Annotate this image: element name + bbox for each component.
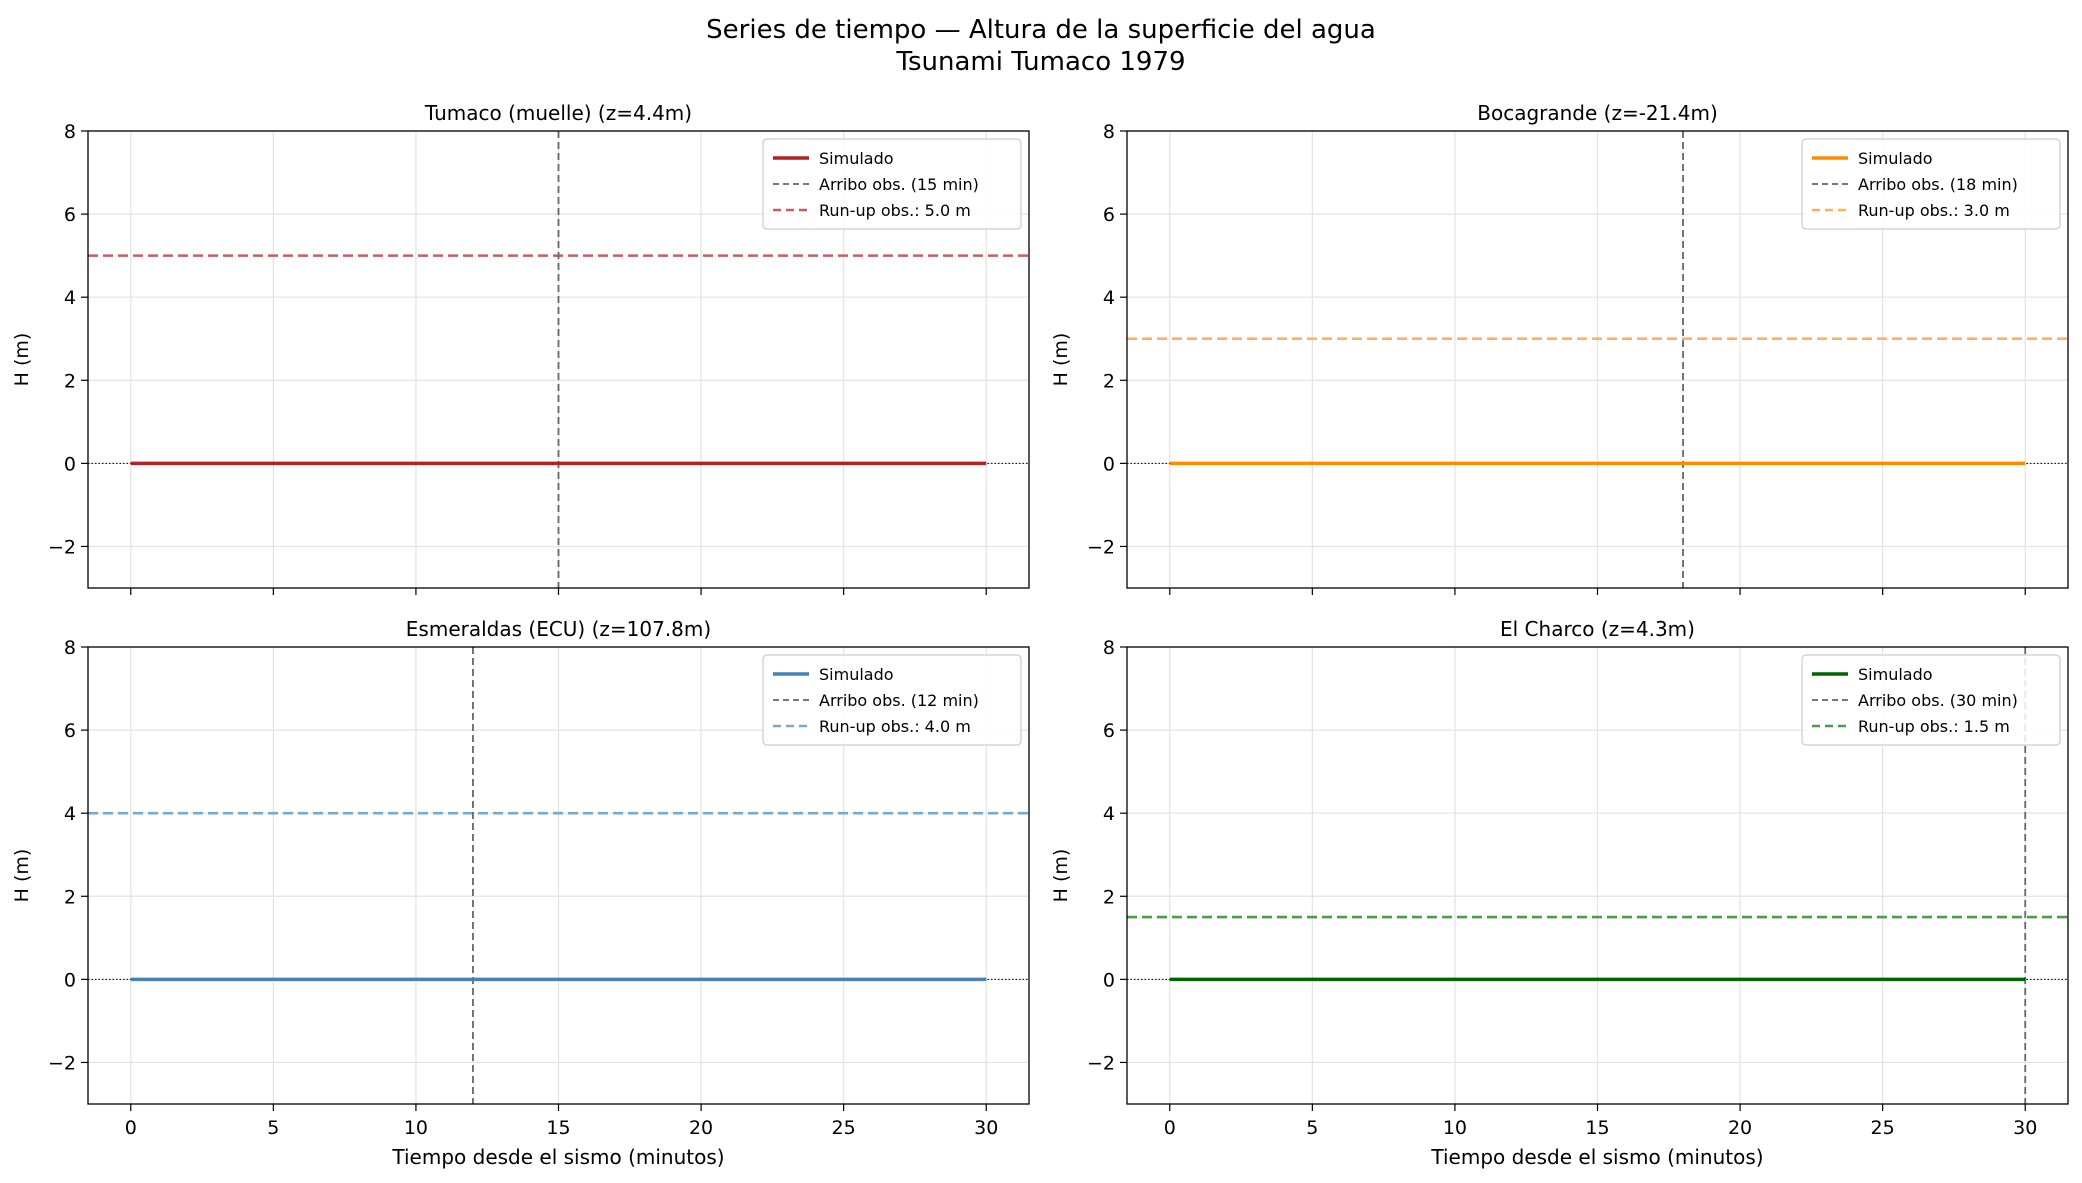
legend-arribo-label: Arribo obs. (18 min) xyxy=(1858,175,2018,194)
y-tick-label: −2 xyxy=(1087,536,1115,558)
legend-arribo-label: Arribo obs. (12 min) xyxy=(819,691,979,710)
y-tick-label: 4 xyxy=(64,287,76,309)
legend: Simulado Arribo obs. (15 min) Run-up obs.:… xyxy=(762,138,1022,230)
subplot-2: −2 0 2 4 6 8 Bocagrande (z=-21.4m) H (m) Simulad… xyxy=(1050,101,2069,595)
y-tick-label: −2 xyxy=(1087,1052,1115,1074)
y-tick-label: 2 xyxy=(1103,370,1115,392)
y-tick-label: 4 xyxy=(1103,803,1115,825)
legend-arribo-label: Arribo obs. (15 min) xyxy=(819,175,979,194)
legend-simulado-label: Simulado xyxy=(819,149,894,168)
legend-box xyxy=(762,654,1022,746)
y-tick-label: −2 xyxy=(48,536,76,558)
y-axis-label: H (m) xyxy=(11,849,33,903)
y-tick-label: 8 xyxy=(1103,121,1115,143)
x-tick-label: 10 xyxy=(404,1117,428,1139)
y-tick-label: 6 xyxy=(64,720,76,742)
legend-runup-label: Run-up obs.: 4.0 m xyxy=(819,717,971,736)
x-tick-label: 25 xyxy=(1871,1117,1895,1139)
subplot-title: Tumaco (muelle) (z=4.4m) xyxy=(424,101,692,125)
subplot-1: −2 0 2 4 6 8 Tumaco (muelle) (z=4.4m) H (m) Simu… xyxy=(11,101,1030,595)
subplot-3: 0 5 10 15 20 25 30 −2 0 2 4 6 8 Esmeraldas (ECU) (z=1… xyxy=(11,617,1030,1169)
legend-runup-label: Run-up obs.: 3.0 m xyxy=(1858,201,2010,220)
y-tick-label: 2 xyxy=(64,370,76,392)
y-axis-label: H (m) xyxy=(1050,333,1072,387)
x-tick-label: 30 xyxy=(974,1117,998,1139)
y-tick-label: 0 xyxy=(64,453,76,475)
figure-title: Series de tiempo — Altura de la superfic… xyxy=(706,15,1376,45)
x-tick-label: 30 xyxy=(2013,1117,2037,1139)
y-tick-label: 6 xyxy=(64,204,76,226)
y-tick-label: 0 xyxy=(64,969,76,991)
y-axis-label: H (m) xyxy=(1050,849,1072,903)
y-tick-label: 2 xyxy=(1103,886,1115,908)
x-axis-label: Tiempo desde el sismo (minutos) xyxy=(1430,1145,1763,1169)
legend-simulado-label: Simulado xyxy=(1858,665,1933,684)
y-tick-label: 8 xyxy=(64,121,76,143)
x-tick-label: 0 xyxy=(125,1117,137,1139)
legend-arribo-label: Arribo obs. (30 min) xyxy=(1858,691,2018,710)
x-tick-label: 20 xyxy=(689,1117,713,1139)
y-tick-label: 4 xyxy=(1103,287,1115,309)
legend-simulado-label: Simulado xyxy=(819,665,894,684)
legend-box xyxy=(762,138,1022,230)
y-tick-label: 0 xyxy=(1103,969,1115,991)
y-tick-label: 0 xyxy=(1103,453,1115,475)
x-tick-label: 5 xyxy=(1306,1117,1318,1139)
x-axis-label: Tiempo desde el sismo (minutos) xyxy=(391,1145,724,1169)
subplot-title: Esmeraldas (ECU) (z=107.8m) xyxy=(406,617,711,641)
x-tick-label: 15 xyxy=(1585,1117,1609,1139)
x-tick-label: 10 xyxy=(1443,1117,1467,1139)
x-tick-label: 0 xyxy=(1164,1117,1176,1139)
x-tick-label: 15 xyxy=(546,1117,570,1139)
subplot-title: Bocagrande (z=-21.4m) xyxy=(1477,101,1718,125)
y-tick-label: −2 xyxy=(48,1052,76,1074)
legend-box xyxy=(1801,654,2061,746)
y-axis-label: H (m) xyxy=(11,333,33,387)
legend-box xyxy=(1801,138,2061,230)
legend-runup-label: Run-up obs.: 5.0 m xyxy=(819,201,971,220)
legend-simulado-label: Simulado xyxy=(1858,149,1933,168)
subplot-4: 0 5 10 15 20 25 30 −2 0 2 4 6 8 El Charco (z=4.3m) H (… xyxy=(1050,617,2069,1169)
legend-runup-label: Run-up obs.: 1.5 m xyxy=(1858,717,2010,736)
y-tick-label: 6 xyxy=(1103,204,1115,226)
y-tick-label: 6 xyxy=(1103,720,1115,742)
y-tick-label: 4 xyxy=(64,803,76,825)
x-tick-label: 20 xyxy=(1728,1117,1752,1139)
x-tick-label: 25 xyxy=(832,1117,856,1139)
legend: Simulado Arribo obs. (30 min) Run-up obs.:… xyxy=(1801,654,2061,746)
legend: Simulado Arribo obs. (18 min) Run-up obs.:… xyxy=(1801,138,2061,230)
legend: Simulado Arribo obs. (12 min) Run-up obs.:… xyxy=(762,654,1022,746)
subplot-title: El Charco (z=4.3m) xyxy=(1500,617,1695,641)
x-tick-label: 5 xyxy=(267,1117,279,1139)
figure-subtitle: Tsunami Tumaco 1979 xyxy=(895,47,1185,77)
y-tick-label: 8 xyxy=(64,637,76,659)
y-tick-label: 2 xyxy=(64,886,76,908)
y-tick-label: 8 xyxy=(1103,637,1115,659)
